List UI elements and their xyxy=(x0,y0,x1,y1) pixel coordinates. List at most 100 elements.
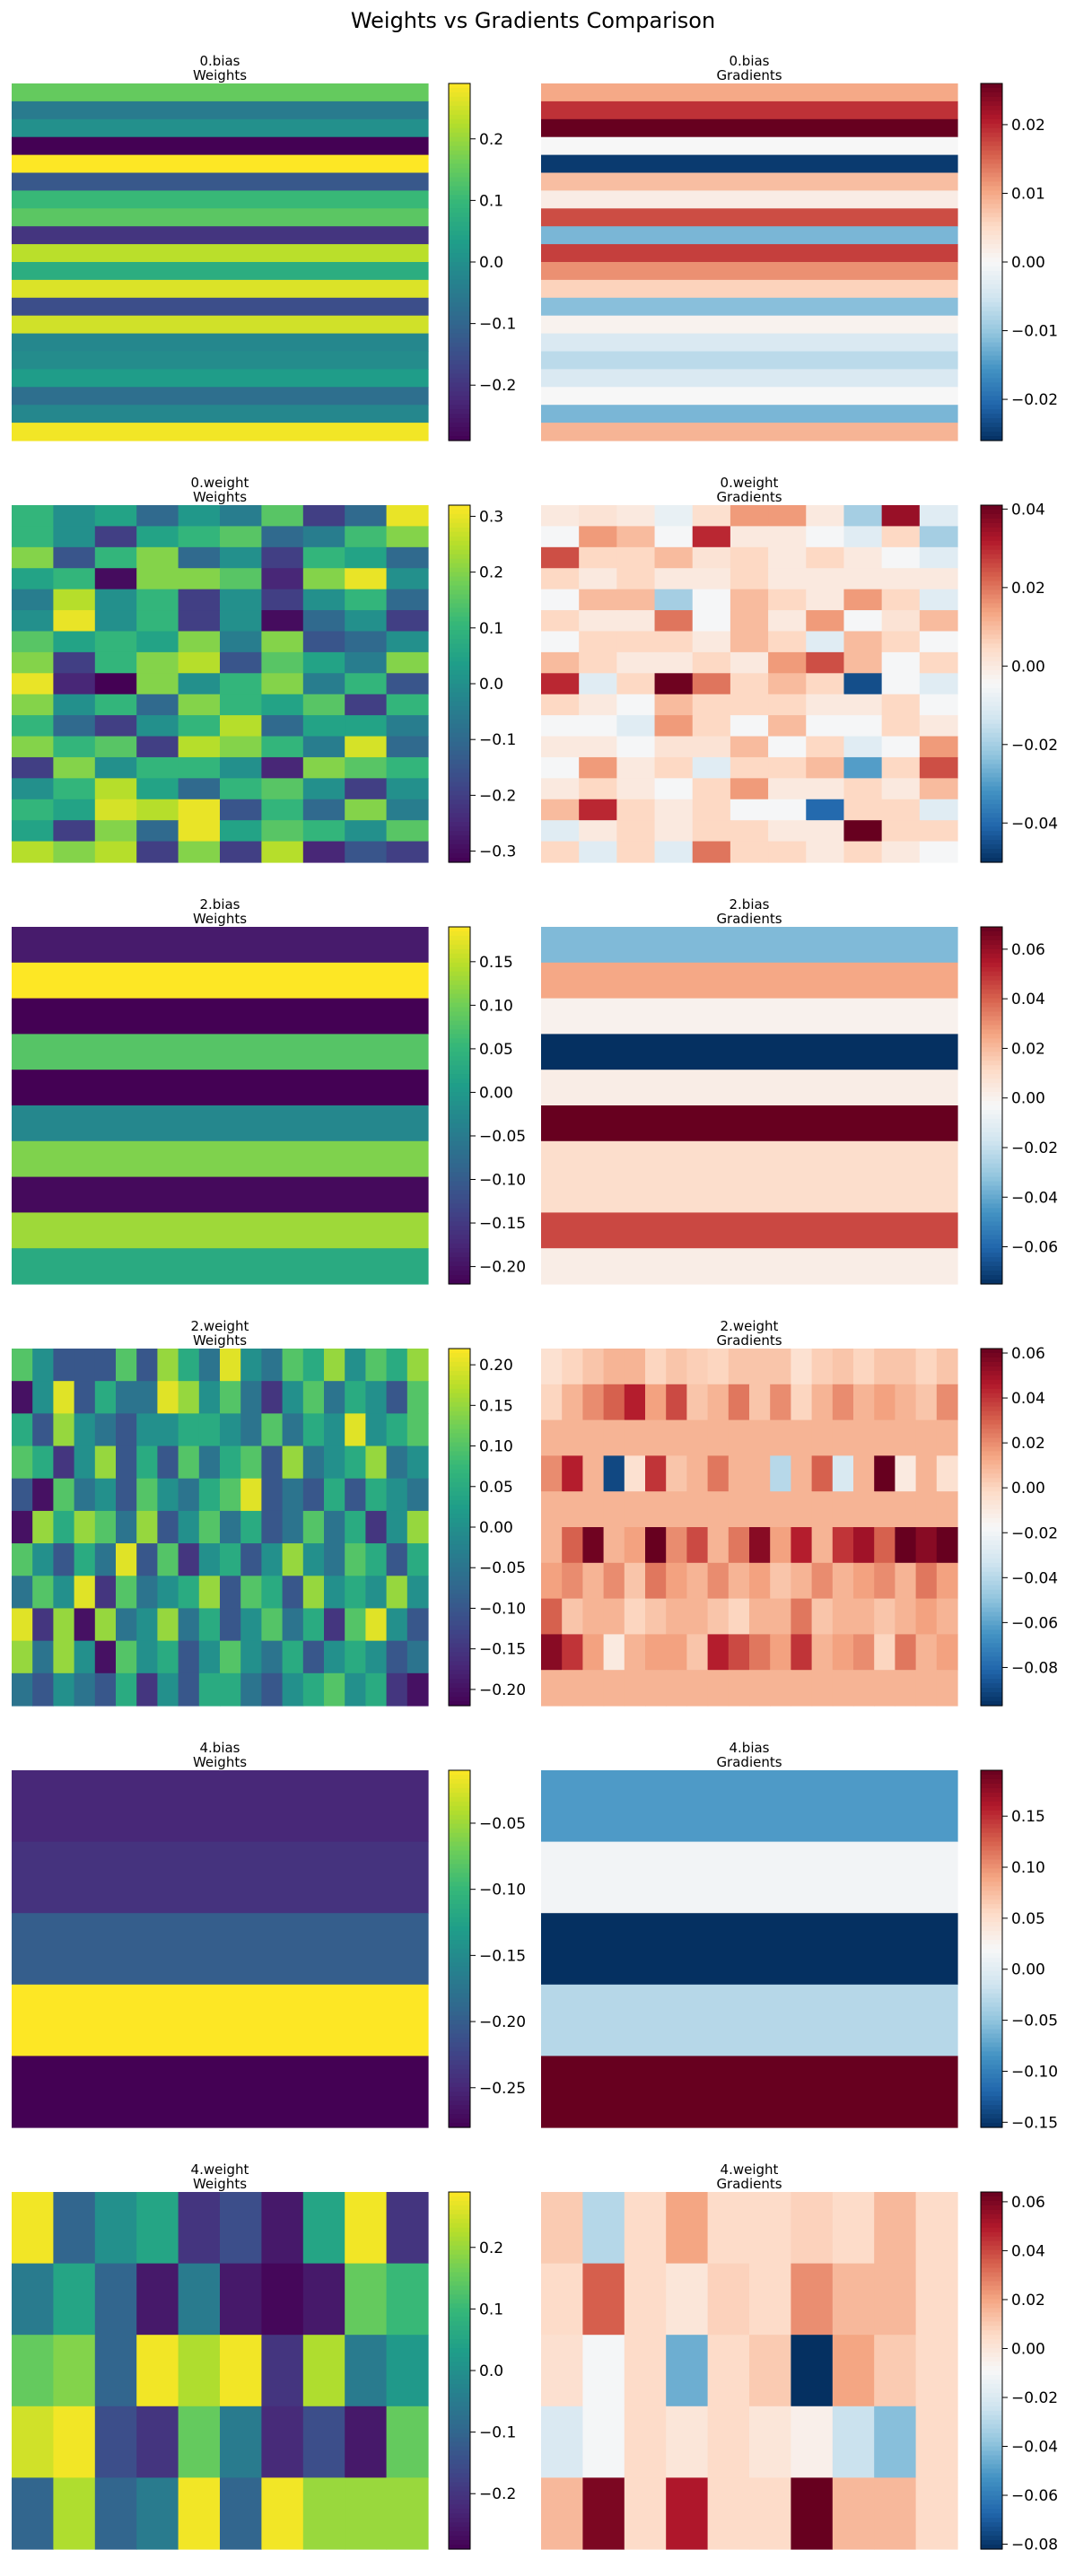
colorbar-segment xyxy=(981,705,1002,712)
heatmap-cell xyxy=(386,1510,408,1544)
heatmap-cell xyxy=(843,799,883,821)
colorbar-segment xyxy=(449,1402,470,1408)
heatmap-cell xyxy=(541,226,958,245)
colorbar-segment xyxy=(449,1043,470,1048)
colorbar-tick-label: 0.1 xyxy=(479,620,503,638)
heatmap-cell xyxy=(832,2335,875,2407)
colorbar-segment xyxy=(981,301,1002,308)
colorbar-segment xyxy=(449,1688,470,1693)
heatmap-cell xyxy=(749,1634,771,1671)
colorbar-segment xyxy=(981,1656,1002,1662)
colorbar-segment xyxy=(449,199,470,205)
heatmap-cell xyxy=(94,673,137,695)
colorbar-segment xyxy=(449,962,470,968)
heatmap-cell xyxy=(768,610,807,633)
heatmap-cell xyxy=(386,1543,408,1576)
colorbar-segment xyxy=(981,603,1002,609)
heatmap-cell xyxy=(386,1576,408,1610)
heatmap-cell xyxy=(12,1640,33,1674)
colorbar-tick-label: 0.02 xyxy=(1011,1435,1045,1453)
colorbar-segment xyxy=(981,844,1002,850)
heatmap-cell xyxy=(12,1770,429,1843)
colorbar-segment xyxy=(449,2267,470,2274)
heatmap-cell xyxy=(178,2335,221,2407)
colorbar-segment xyxy=(981,684,1002,689)
colorbar-segment xyxy=(981,378,1002,383)
colorbar-tick-label: 0.15 xyxy=(479,954,513,972)
colorbar-segment xyxy=(449,1828,470,1834)
colorbar-segment xyxy=(449,2371,470,2376)
colorbar-tick-label: 0.2 xyxy=(479,131,503,149)
colorbar-tick-label: −0.05 xyxy=(479,1128,526,1146)
panel-title: 2.bias xyxy=(729,896,769,913)
heatmap-cell xyxy=(874,1634,896,1671)
heatmap-cell xyxy=(32,1608,54,1642)
heatmap-cell xyxy=(919,736,958,758)
colorbar-segment xyxy=(981,643,1002,649)
colorbar-segment xyxy=(981,181,1002,188)
colorbar-segment xyxy=(449,1065,470,1070)
heatmap-cell xyxy=(770,1419,791,1456)
heatmap-cell xyxy=(730,589,769,611)
heatmap-cell xyxy=(692,799,731,821)
heatmap-cell xyxy=(178,651,221,674)
heatmap-cell xyxy=(707,1455,730,1492)
heatmap-cell xyxy=(345,1381,366,1414)
heatmap-cell xyxy=(686,1634,709,1671)
colorbar-segment xyxy=(449,1877,470,1882)
colorbar-segment xyxy=(449,2218,470,2224)
heatmap-cell xyxy=(94,589,137,611)
colorbar-segment xyxy=(981,427,1002,432)
colorbar-segment xyxy=(449,2406,470,2412)
heatmap-cell xyxy=(406,1445,429,1480)
colorbar-tick-label: 0.15 xyxy=(479,1397,513,1415)
colorbar-segment xyxy=(449,1379,470,1385)
heatmap-cell xyxy=(768,841,807,863)
colorbar-frame xyxy=(980,2191,1003,2550)
colorbar-segment xyxy=(981,746,1002,752)
colorbar-segment xyxy=(449,2083,470,2088)
heatmap-cell xyxy=(895,1491,917,1528)
colorbar-segment xyxy=(981,154,1002,161)
heatmap-cell xyxy=(345,1576,366,1610)
heatmap-cell xyxy=(178,715,221,738)
colorbar-segment xyxy=(981,858,1002,863)
heatmap-cell xyxy=(220,2406,262,2478)
colorbar-segment xyxy=(981,1248,1002,1253)
colorbar-segment xyxy=(449,405,470,410)
panel-subtitle: Weights xyxy=(193,67,247,83)
colorbar-segment xyxy=(981,1944,1002,1950)
colorbar-segment xyxy=(981,2446,1002,2452)
heatmap-cell xyxy=(707,1634,730,1671)
colorbar-segment xyxy=(981,1778,1002,1785)
colorbar-segment xyxy=(449,2326,470,2331)
heatmap-cell xyxy=(541,841,580,863)
heatmap-cell xyxy=(116,1510,137,1544)
colorbar-segment xyxy=(981,1549,1002,1555)
heatmap-cell xyxy=(832,1349,854,1385)
colorbar-segment xyxy=(449,1629,470,1635)
heatmap-cell xyxy=(582,2477,625,2550)
colorbar-segment xyxy=(449,630,470,635)
heatmap-cell xyxy=(406,1478,429,1512)
colorbar-tick-label: 0.0 xyxy=(479,676,503,694)
heatmap-cell xyxy=(178,589,221,611)
heatmap-cell xyxy=(541,610,580,633)
heatmap-cell xyxy=(386,1672,408,1707)
colorbar-segment xyxy=(449,1446,470,1453)
heatmap-cell xyxy=(768,694,807,716)
colorbar-segment xyxy=(449,270,470,276)
heatmap-cell xyxy=(541,1770,958,1843)
colorbar-segment xyxy=(449,705,470,712)
heatmap-cell xyxy=(749,2335,791,2407)
heatmap xyxy=(12,927,429,1285)
colorbar-segment xyxy=(449,853,470,859)
heatmap-cell xyxy=(770,1634,791,1671)
colorbar-segment xyxy=(449,687,470,694)
heatmap-cell xyxy=(666,2335,709,2407)
colorbar-segment xyxy=(981,1647,1002,1653)
heatmap-cell xyxy=(12,820,54,843)
colorbar-segment xyxy=(449,396,470,401)
heatmap-cell xyxy=(261,799,304,821)
colorbar-segment xyxy=(981,2545,1002,2550)
